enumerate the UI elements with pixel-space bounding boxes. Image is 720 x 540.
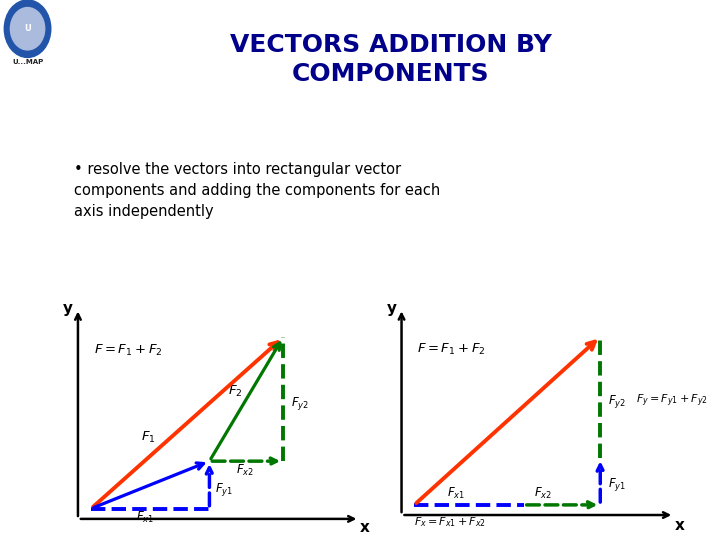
- Text: $\mathit{F} = \mathit{F}_1 + \mathit{F}_2$: $\mathit{F} = \mathit{F}_1 + \mathit{F}_…: [417, 342, 485, 357]
- Text: $F_{x1}$: $F_{x1}$: [447, 486, 466, 501]
- Text: y: y: [387, 301, 396, 316]
- Text: $\mathit{F}_1$: $\mathit{F}_1$: [141, 429, 156, 444]
- Text: $F_{y1}$: $F_{y1}$: [608, 476, 626, 493]
- Text: x: x: [359, 519, 369, 535]
- Text: $\mathit{F} = \mathit{F}_1 + \mathit{F}_2$: $\mathit{F} = \mathit{F}_1 + \mathit{F}_…: [94, 343, 162, 358]
- Text: $F_{x2}$: $F_{x2}$: [235, 463, 253, 478]
- Circle shape: [10, 8, 45, 50]
- Text: $F_{y2}$: $F_{y2}$: [291, 395, 309, 411]
- Text: $F_{y2}$: $F_{y2}$: [608, 393, 626, 410]
- Circle shape: [4, 0, 51, 57]
- Text: VECTORS ADDITION BY
COMPONENTS: VECTORS ADDITION BY COMPONENTS: [230, 32, 552, 86]
- Text: $F_y = F_{y1} + F_{y2}$: $F_y = F_{y1} + F_{y2}$: [636, 393, 708, 409]
- Text: x: x: [675, 518, 684, 532]
- Text: $F_{x2}$: $F_{x2}$: [534, 486, 552, 501]
- Text: 09/10: 09/10: [26, 492, 35, 523]
- Text: $F_{y1}$: $F_{y1}$: [215, 481, 233, 498]
- Text: ENGINEERING SCIENCE: ENGINEERING SCIENCE: [24, 221, 37, 373]
- Text: y: y: [63, 301, 73, 316]
- Text: $F_x = F_{x1} + F_{x2}$: $F_x = F_{x1} + F_{x2}$: [414, 515, 486, 529]
- Text: • resolve the vectors into rectangular vector
components and adding the componen: • resolve the vectors into rectangular v…: [74, 162, 441, 219]
- Text: $F_{x1}$: $F_{x1}$: [136, 510, 154, 525]
- Text: U...MAP: U...MAP: [12, 59, 43, 65]
- Text: $\mathit{F}_2$: $\mathit{F}_2$: [228, 384, 243, 399]
- Text: U: U: [24, 24, 31, 33]
